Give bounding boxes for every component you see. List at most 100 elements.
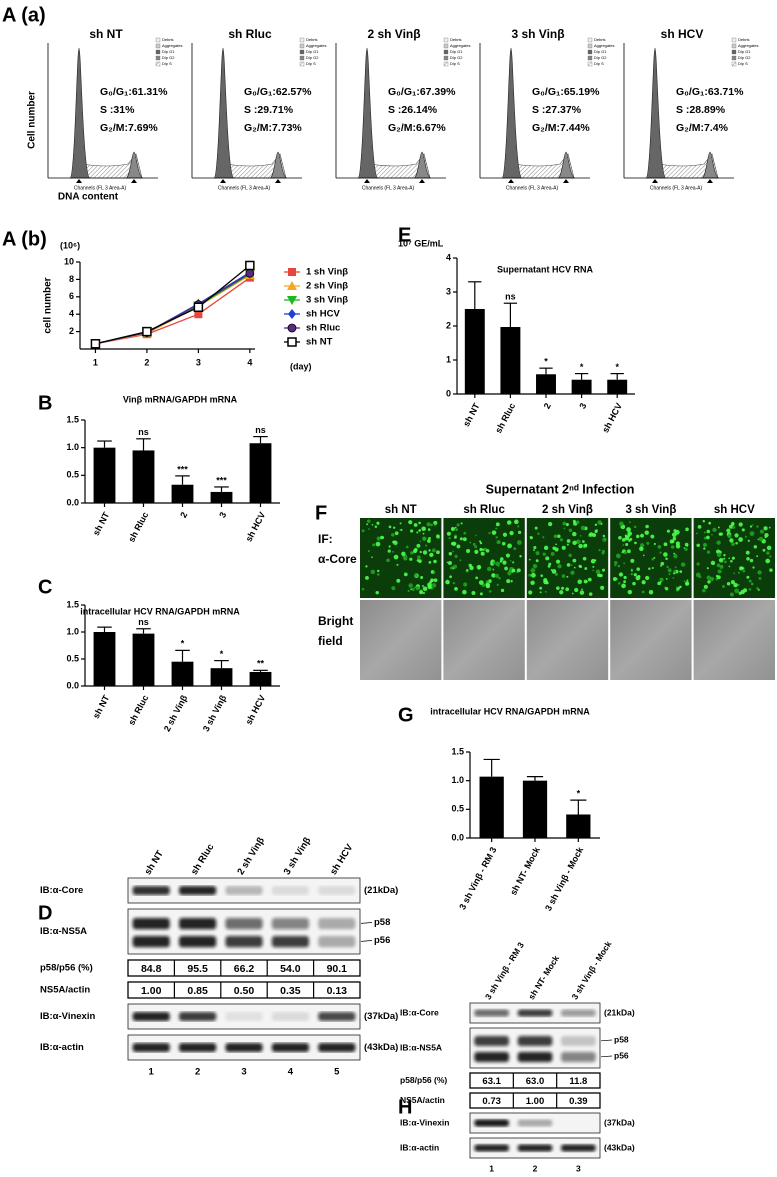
if-cell xyxy=(660,561,665,566)
panel-label: D xyxy=(38,902,52,924)
if-cell xyxy=(392,540,395,544)
legend-swatch xyxy=(299,49,305,55)
if-cell xyxy=(550,552,555,556)
if-cell xyxy=(752,566,755,569)
y-unit: 10⁷ GE/mL xyxy=(398,238,444,248)
if-cell xyxy=(533,549,535,551)
legend-label: Dip G1 xyxy=(306,49,319,54)
if-cell xyxy=(572,531,577,537)
panel-label: G xyxy=(398,704,414,726)
if-cell xyxy=(578,564,582,568)
significance: * xyxy=(615,362,619,372)
legend-swatch xyxy=(155,37,161,43)
if-cell xyxy=(666,529,670,533)
cell-cycle-stat: G₀/G₁:62.57% xyxy=(244,86,312,98)
legend-label: Dip G2 xyxy=(738,55,751,60)
histogram-g2-peak xyxy=(125,151,144,179)
if-cell xyxy=(651,557,654,561)
marker xyxy=(245,260,255,271)
if-cell xyxy=(746,556,750,561)
y-tick-label: 6 xyxy=(69,291,74,301)
if-cell xyxy=(726,582,731,586)
if-cell xyxy=(673,569,677,573)
histogram-g2-peak xyxy=(269,151,288,179)
if-cell xyxy=(361,529,365,533)
if-cell xyxy=(448,552,453,556)
x-tick-label: sh Rluc xyxy=(493,401,517,434)
if-cell xyxy=(421,526,426,532)
if-cell xyxy=(672,577,675,579)
lane-number: 1 xyxy=(149,1067,155,1078)
legend-marker xyxy=(288,268,296,276)
if-cell xyxy=(409,557,413,561)
if-cell xyxy=(528,590,533,595)
legend-marker xyxy=(287,281,297,290)
if-cell xyxy=(633,573,637,577)
if-cell xyxy=(721,584,725,588)
if-cell xyxy=(588,532,594,537)
lane-label: 3 sh Vinβ xyxy=(282,835,314,877)
if-cell xyxy=(488,579,492,583)
blot-size: (37kDa) xyxy=(604,1117,635,1127)
histogram-g1-peak xyxy=(357,47,379,179)
if-cell xyxy=(411,587,415,592)
if-cell xyxy=(680,562,686,567)
if-cell xyxy=(414,547,418,552)
if-cell xyxy=(542,536,545,539)
if-cell xyxy=(452,550,455,553)
if-cell xyxy=(419,550,422,554)
y-tick-label: 0.0 xyxy=(66,680,79,690)
significance: *** xyxy=(177,464,188,474)
if-cells xyxy=(612,521,690,595)
if-cell xyxy=(507,543,512,549)
if-cell xyxy=(495,536,498,539)
if-cell xyxy=(502,532,508,537)
blot-band xyxy=(132,1012,170,1021)
if-cell xyxy=(765,558,771,564)
if-cell xyxy=(588,592,593,596)
if-cell xyxy=(650,534,655,539)
if-cell xyxy=(485,549,490,553)
band-pointer xyxy=(360,940,373,942)
if-cell xyxy=(621,583,626,589)
if-cell xyxy=(741,528,745,532)
if-cell xyxy=(702,520,706,523)
if-cell xyxy=(629,521,631,524)
if-cell xyxy=(556,586,560,590)
if-cell xyxy=(744,535,747,538)
if-cell xyxy=(614,561,618,565)
if-cell xyxy=(574,587,579,593)
if-cell xyxy=(573,566,576,569)
if-cell xyxy=(393,526,396,529)
if-cell xyxy=(753,545,757,549)
if-cell xyxy=(371,524,374,526)
if-cell xyxy=(667,568,672,573)
if-cell xyxy=(365,565,368,568)
if-cell xyxy=(428,537,431,540)
if-cell xyxy=(377,573,380,576)
if-cell xyxy=(471,591,476,595)
if-cell xyxy=(734,588,740,594)
legend-swatch xyxy=(443,43,449,49)
if-cell xyxy=(507,571,512,576)
blot-band xyxy=(517,1052,553,1062)
if-cell xyxy=(371,556,373,559)
if-cell xyxy=(716,552,722,558)
if-cell xyxy=(449,566,453,570)
if-cell xyxy=(557,534,561,538)
y-axis-label: cell number xyxy=(43,277,54,333)
if-cell xyxy=(479,547,483,552)
if-cell xyxy=(723,557,726,560)
lane-number: 5 xyxy=(334,1067,340,1078)
if-cell xyxy=(474,549,479,554)
if-cell xyxy=(566,575,569,578)
panel-label: F xyxy=(315,502,327,524)
channel-label: Channels (FL 3 Area-A) xyxy=(362,185,415,191)
legend-swatch xyxy=(587,55,593,61)
if-cell xyxy=(456,544,461,549)
if-cell xyxy=(475,576,479,580)
blot-band xyxy=(474,1009,509,1017)
blot-band xyxy=(474,1052,509,1062)
if-cell xyxy=(594,559,597,562)
panel-label: A (a) xyxy=(2,4,46,26)
